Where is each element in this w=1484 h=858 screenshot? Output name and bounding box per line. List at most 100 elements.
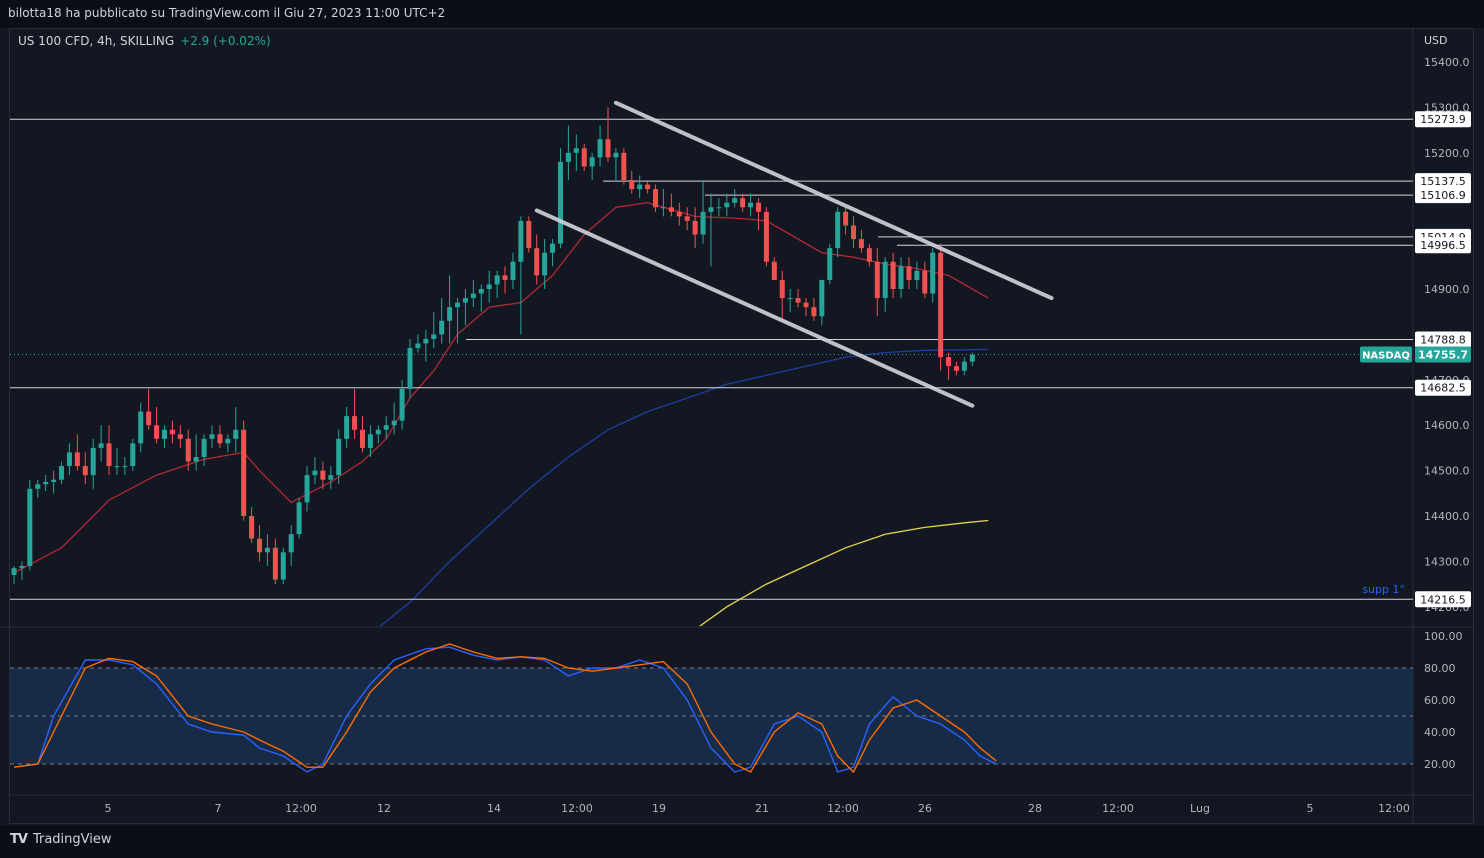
top-bar: bilotta18 ha pubblicato su TradingView.c…: [0, 0, 1484, 28]
level-badge-label: 14788.8: [1420, 333, 1466, 346]
price-tick-label: 14400.0: [1424, 510, 1470, 523]
candle-body: [122, 466, 128, 468]
candle-body: [858, 239, 864, 249]
candle-body: [43, 481, 49, 485]
time-tick-label: 5: [105, 802, 112, 815]
candle-body: [676, 211, 682, 217]
candle-body: [478, 289, 484, 294]
candle-body: [177, 434, 183, 439]
candle-body: [605, 139, 611, 158]
time-tick-label: 12:00: [1378, 802, 1410, 815]
price-tick-label: 14900.0: [1424, 283, 1470, 296]
candle-body: [827, 248, 833, 280]
candle-body: [264, 547, 270, 553]
candle-body: [169, 429, 175, 435]
candle-body: [494, 275, 500, 285]
candle-body: [383, 425, 389, 430]
time-tick-label: 26: [918, 802, 932, 815]
price-tick-label: 14500.0: [1424, 465, 1470, 478]
candle-body: [154, 425, 160, 439]
current-price-badge: [1415, 346, 1471, 363]
time-tick-label: 12:00: [827, 802, 859, 815]
candle-body: [597, 139, 603, 158]
candle-body: [621, 152, 627, 181]
candle-body: [367, 434, 373, 448]
symbol-name-badge-label: NASDAQ: [1362, 351, 1410, 362]
time-tick-label: 12:00: [285, 802, 317, 815]
candle-body: [922, 270, 928, 294]
candle-body: [35, 484, 41, 489]
candle-body: [660, 207, 666, 209]
candle-body: [344, 416, 350, 439]
candle-body: [59, 466, 65, 480]
candle-body: [819, 279, 825, 317]
candle-body: [439, 320, 445, 335]
currency-label: USD: [1424, 34, 1448, 47]
candle-body: [391, 420, 397, 426]
candle-body: [359, 429, 365, 448]
candle-body: [835, 211, 841, 249]
candle-body: [708, 207, 714, 212]
level-badge: [1415, 111, 1471, 128]
candle-body: [280, 552, 286, 580]
candle-body: [953, 366, 959, 371]
candle-body: [589, 157, 595, 167]
candle-body: [209, 434, 215, 439]
candle-body: [866, 248, 872, 262]
oscillator-tick-label: 60.00: [1424, 694, 1456, 707]
time-tick-label: 21: [755, 802, 769, 815]
support-annotation: supp 1°: [1362, 583, 1405, 596]
candle-body: [375, 429, 381, 435]
candle-body: [336, 438, 342, 476]
candle-body: [106, 443, 112, 467]
candle-body: [550, 243, 556, 253]
candle-body: [66, 452, 72, 467]
level-badge-label: 14216.5: [1420, 593, 1466, 606]
level-badge: [1415, 187, 1471, 204]
candle-body: [898, 266, 904, 289]
candle-body: [969, 354, 975, 362]
candle-body: [249, 516, 255, 539]
candle-body: [510, 261, 516, 280]
candle-body: [415, 343, 421, 349]
stoch-line: [13, 646, 997, 773]
brand[interactable]: 𝗧𝗩 TradingView: [10, 832, 111, 847]
candle-body: [233, 429, 239, 439]
level-badge-label: 15137.5: [1420, 175, 1466, 188]
candle-body: [201, 438, 207, 457]
symbol-label: US 100 CFD, 4h, SKILLING: [18, 34, 175, 48]
level-badge: [1415, 331, 1471, 348]
moving-average-line: [379, 348, 989, 626]
level-badge-label: 15273.9: [1420, 113, 1466, 126]
price-change: +2.9 (+0.02%): [180, 34, 271, 48]
candle-body: [740, 198, 746, 208]
candle-body: [557, 161, 563, 244]
channel-line: [534, 208, 975, 408]
level-badge-label: 14682.5: [1420, 382, 1466, 395]
candle-body: [423, 338, 429, 344]
candle-body: [225, 438, 231, 444]
candle-body: [11, 568, 17, 576]
candle-body: [755, 202, 761, 212]
candle-body: [320, 470, 326, 480]
candle-body: [217, 434, 223, 444]
candle-body: [257, 538, 263, 553]
candle-body: [74, 452, 80, 467]
candle-body: [692, 220, 698, 235]
candle-body: [193, 456, 199, 462]
level-badge: [1415, 379, 1471, 396]
candle-body: [502, 275, 508, 280]
candle-body: [399, 388, 405, 421]
candle-body: [431, 334, 437, 339]
time-tick-label: 28: [1028, 802, 1042, 815]
symbol-legend[interactable]: US 100 CFD, 4h, SKILLING +2.9 (+0.02%): [18, 34, 271, 48]
candle-body: [130, 443, 136, 467]
current-price-badge-label: 14755.7: [1418, 349, 1468, 362]
time-tick-label: Lug: [1190, 802, 1210, 815]
candle-body: [771, 261, 777, 280]
time-tick-label: 12: [377, 802, 391, 815]
candle-body: [763, 211, 769, 262]
candle-body: [787, 298, 793, 300]
price-tick-label: 15400.0: [1424, 56, 1470, 69]
